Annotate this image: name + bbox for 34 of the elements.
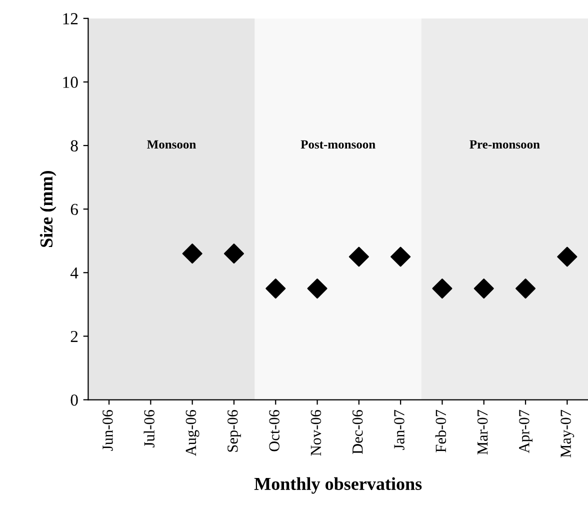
x-tick-label: May-07 xyxy=(560,410,574,458)
x-tick-label: Jun-06 xyxy=(102,410,113,451)
x-tick-label: Nov-06 xyxy=(310,410,322,456)
point xyxy=(557,246,578,267)
x-tick-label: Jul-06 xyxy=(144,410,154,448)
point xyxy=(266,278,286,299)
x-tick-label: Apr-07 xyxy=(519,410,532,454)
point xyxy=(348,246,369,267)
band-label: Post-monsoon xyxy=(300,140,376,149)
x-tick-label: Sep-06 xyxy=(227,410,241,452)
y-tick-label: 8 xyxy=(70,140,78,152)
x-tick-label: Oct-06 xyxy=(269,410,280,452)
x-tick-label: Feb-07 xyxy=(435,410,446,452)
x-axis-title: Monthly observations xyxy=(254,477,422,494)
point xyxy=(516,278,536,299)
point xyxy=(474,278,494,299)
point xyxy=(390,246,411,267)
point xyxy=(307,278,328,299)
y-tick-label: 10 xyxy=(63,76,78,88)
y-tick-label: 12 xyxy=(63,13,78,24)
point xyxy=(224,244,244,264)
point xyxy=(182,244,202,264)
x-tick-label: Jan-07 xyxy=(394,410,404,450)
y-tick-label: 0 xyxy=(70,394,78,406)
y-tick-label: 4 xyxy=(70,267,78,278)
x-tick-label: Aug-06 xyxy=(186,410,200,456)
y-tick-label: 6 xyxy=(70,204,78,216)
band-label: Pre-monsoon xyxy=(470,140,540,149)
x-tick-label: Dec-06 xyxy=(352,410,363,454)
point xyxy=(432,278,452,299)
y-tick-label: 2 xyxy=(70,330,78,342)
y-axis-title: Size (mm) xyxy=(40,171,56,247)
x-tick-label: Mar-07 xyxy=(477,410,488,455)
band-label: Monsoon xyxy=(147,140,196,149)
